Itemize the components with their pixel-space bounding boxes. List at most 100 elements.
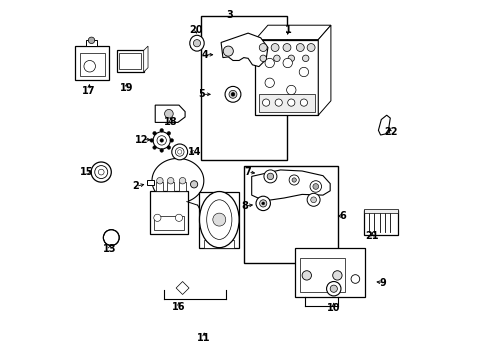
Bar (363, 210, 397, 235)
Bar (75, 46, 109, 80)
Ellipse shape (261, 202, 264, 205)
Bar (199, 192, 239, 248)
Ellipse shape (350, 275, 359, 283)
Text: 1: 1 (285, 24, 291, 35)
Ellipse shape (157, 136, 166, 145)
Bar (363, 209, 397, 213)
Ellipse shape (224, 86, 241, 102)
Ellipse shape (170, 139, 173, 142)
Ellipse shape (275, 99, 282, 106)
Ellipse shape (291, 178, 296, 182)
Ellipse shape (95, 166, 107, 179)
Text: 12: 12 (135, 135, 148, 145)
Ellipse shape (259, 200, 266, 207)
Ellipse shape (164, 109, 173, 118)
Bar (119, 53, 141, 69)
Ellipse shape (228, 90, 237, 98)
Ellipse shape (283, 58, 292, 68)
Polygon shape (143, 46, 148, 72)
Bar (244, 166, 337, 263)
Bar (167, 182, 174, 191)
Text: 15: 15 (80, 167, 93, 177)
Bar (200, 16, 286, 160)
Ellipse shape (259, 44, 266, 51)
Ellipse shape (153, 132, 170, 149)
Ellipse shape (199, 192, 239, 248)
Ellipse shape (177, 150, 182, 154)
Ellipse shape (152, 146, 156, 149)
Ellipse shape (270, 44, 279, 51)
Text: 17: 17 (82, 86, 96, 96)
Ellipse shape (306, 44, 314, 51)
Text: 4: 4 (201, 50, 208, 60)
Ellipse shape (312, 184, 318, 189)
Ellipse shape (264, 78, 274, 87)
Polygon shape (255, 25, 330, 40)
Bar (117, 50, 143, 72)
Bar (258, 94, 314, 112)
Text: 2: 2 (132, 181, 139, 192)
Ellipse shape (175, 148, 183, 156)
Bar (146, 180, 154, 185)
Ellipse shape (212, 213, 225, 226)
Ellipse shape (175, 214, 182, 221)
Ellipse shape (149, 139, 153, 142)
Ellipse shape (264, 58, 274, 68)
Ellipse shape (287, 55, 294, 62)
Bar (156, 182, 163, 191)
Polygon shape (176, 282, 189, 294)
Text: 6: 6 (339, 211, 346, 221)
Ellipse shape (256, 196, 270, 211)
Ellipse shape (88, 37, 95, 44)
Ellipse shape (179, 177, 185, 184)
Text: 9: 9 (379, 278, 386, 288)
Bar (294, 248, 365, 297)
Ellipse shape (264, 170, 276, 183)
Ellipse shape (160, 139, 163, 142)
Ellipse shape (231, 93, 234, 96)
Ellipse shape (300, 99, 307, 106)
Ellipse shape (260, 55, 266, 62)
Ellipse shape (206, 200, 231, 239)
Ellipse shape (193, 40, 200, 47)
Bar (300, 258, 345, 292)
Ellipse shape (223, 46, 233, 56)
Ellipse shape (302, 55, 308, 62)
Ellipse shape (288, 175, 299, 185)
Text: 8: 8 (241, 201, 248, 211)
Bar (86, 40, 97, 46)
Ellipse shape (306, 193, 320, 206)
Ellipse shape (262, 99, 269, 106)
Ellipse shape (98, 169, 104, 175)
Ellipse shape (266, 173, 273, 180)
Ellipse shape (167, 146, 170, 149)
Polygon shape (221, 33, 267, 67)
Ellipse shape (309, 181, 321, 192)
Ellipse shape (299, 67, 308, 77)
Ellipse shape (152, 131, 156, 135)
Ellipse shape (189, 35, 204, 51)
Text: 10: 10 (326, 303, 340, 313)
Ellipse shape (273, 55, 280, 62)
Ellipse shape (296, 44, 304, 51)
Ellipse shape (326, 282, 340, 296)
Bar (179, 182, 186, 191)
Ellipse shape (287, 99, 294, 106)
Bar (255, 40, 318, 115)
Bar (150, 191, 187, 234)
Text: 20: 20 (189, 24, 202, 35)
Bar (80, 53, 104, 76)
Ellipse shape (91, 162, 111, 182)
Ellipse shape (167, 131, 170, 135)
Text: 11: 11 (197, 333, 210, 343)
Polygon shape (155, 105, 185, 122)
Bar (204, 240, 233, 248)
Bar (199, 212, 205, 227)
Ellipse shape (302, 271, 311, 280)
Ellipse shape (310, 197, 316, 203)
Bar (153, 216, 184, 230)
Ellipse shape (153, 214, 161, 221)
Ellipse shape (171, 144, 187, 160)
Text: 5: 5 (198, 89, 205, 99)
Bar (190, 43, 194, 47)
